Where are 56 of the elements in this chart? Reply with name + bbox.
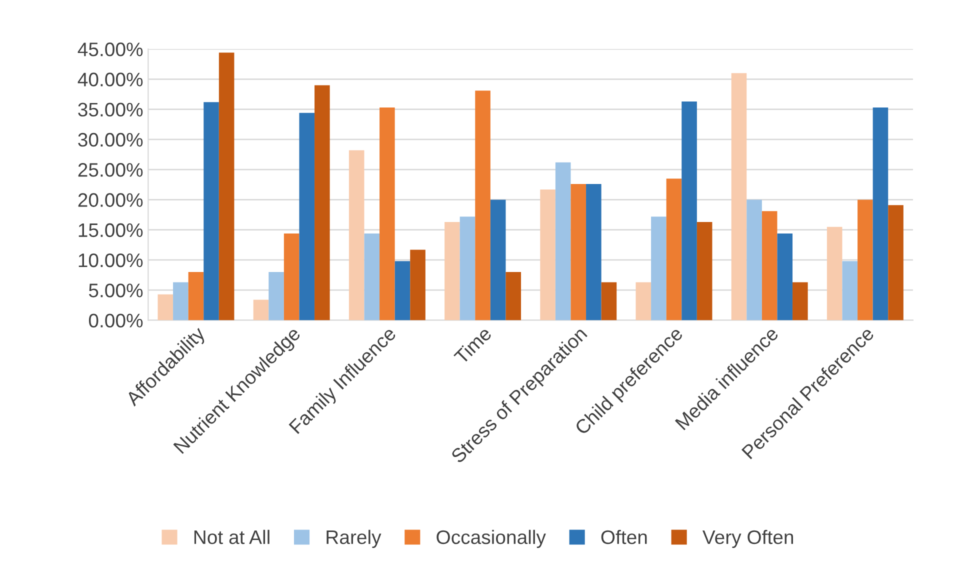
bar — [490, 200, 506, 320]
y-tick-label: 10.00% — [78, 253, 143, 268]
bar — [666, 178, 682, 320]
bar — [792, 282, 808, 320]
y-tick-label: 0.00% — [88, 314, 143, 328]
y-tick-label: 45.00% — [78, 42, 143, 56]
bar — [475, 90, 490, 320]
bar — [888, 205, 904, 320]
bar — [731, 73, 747, 320]
bar — [586, 184, 602, 320]
y-tick-label: 25.00% — [78, 163, 143, 177]
bar — [284, 233, 300, 320]
bar — [460, 216, 476, 320]
bar — [682, 101, 697, 320]
x-tick-label: Time — [453, 326, 492, 365]
bar — [444, 222, 460, 320]
legend-label: Very Often — [702, 530, 794, 548]
bar — [826, 226, 842, 320]
bar — [506, 272, 522, 320]
bar — [218, 52, 234, 320]
bar — [696, 222, 712, 320]
bar — [651, 216, 666, 320]
bar — [777, 233, 793, 320]
bar — [601, 282, 617, 320]
bar — [555, 162, 571, 320]
y-tick-label: 30.00% — [78, 132, 143, 147]
bar — [188, 272, 204, 320]
bar — [858, 200, 873, 320]
bar — [299, 112, 315, 320]
y-tick-label: 35.00% — [78, 102, 143, 117]
bar — [204, 102, 219, 320]
bar — [380, 108, 395, 320]
bar — [268, 272, 284, 320]
y-tick-label: 40.00% — [78, 72, 143, 86]
bar — [394, 261, 410, 320]
bar — [364, 233, 380, 320]
bar — [746, 200, 762, 320]
bar — [842, 261, 858, 320]
y-tick-label: 15.00% — [78, 223, 143, 238]
legend-label: Not at All — [194, 530, 270, 544]
bar — [158, 294, 174, 320]
y-tick-label: 5.00% — [88, 284, 143, 298]
bar — [314, 85, 330, 320]
legend-label: Occasionally — [436, 530, 546, 548]
bar — [540, 189, 556, 320]
bar — [570, 184, 586, 320]
bar — [253, 300, 269, 320]
bar — [173, 282, 188, 320]
bar — [410, 250, 426, 320]
legend-label: Rarely — [326, 530, 382, 548]
bar — [762, 211, 778, 320]
bar — [348, 150, 364, 320]
y-tick-label: 20.00% — [78, 193, 143, 207]
bar — [872, 108, 888, 320]
bar — [636, 282, 652, 320]
legend-label: Often — [601, 530, 647, 544]
